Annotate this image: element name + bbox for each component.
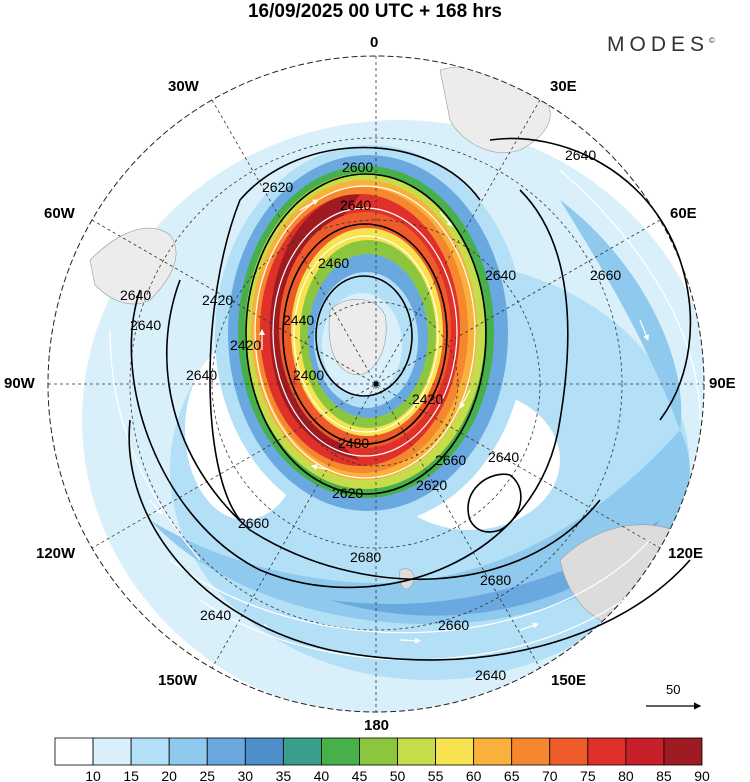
longitude-label-120w: 120W: [36, 545, 76, 562]
height-contours: [128, 137, 692, 661]
modes-logo: MODES©: [607, 33, 715, 57]
colorbar-swatch: [473, 737, 513, 766]
brand-text: MODES: [607, 33, 710, 56]
contour-label: 2620: [332, 485, 363, 501]
colorbar-label: 85: [656, 768, 672, 782]
longitude-label-30w: 30W: [168, 78, 199, 95]
colorbar-swatch: [244, 737, 284, 766]
longitude-label-90w: 90W: [4, 375, 35, 392]
chart-title: 16/09/2025 00 UTC + 168 hrs: [247, 1, 503, 22]
south-america-landmass: [89, 227, 177, 305]
colorbar-swatch: [206, 737, 246, 766]
contour-label: 2400: [293, 367, 324, 383]
jet-core-west: [270, 194, 360, 461]
colorbar-label: 25: [199, 768, 215, 782]
longitude-label-30e: 30E: [550, 78, 577, 95]
colorbar-swatch: [397, 737, 436, 766]
antarctica-landmass: [328, 299, 387, 376]
contour-label: 2660: [590, 267, 621, 283]
contour-label-group: 2640 2600 2620 2640 2460 2440 2420 2400 …: [120, 147, 621, 683]
longitude-label-150e: 150E: [551, 672, 587, 689]
colorbar-label: 75: [580, 768, 596, 782]
map-boundary: [47, 55, 705, 713]
longitude-label-180: 180: [364, 717, 390, 734]
colorbar-label: 20: [161, 768, 177, 782]
colorbar-swatch: [282, 737, 322, 766]
colorbar-label: 80: [618, 768, 634, 782]
longitude-label-150w: 150W: [158, 672, 198, 689]
contour-label: 2640: [200, 607, 231, 623]
longitude-label-60e: 60E: [670, 205, 697, 222]
longitude-label-90e: 90E: [709, 375, 736, 392]
contour-label: 2620: [262, 179, 293, 195]
colorbar-swatch: [435, 737, 475, 766]
contour-label: 2640: [475, 667, 506, 683]
colorbar-swatch: [359, 737, 398, 766]
contour-label: 2600: [342, 159, 373, 175]
colorbar-label: 30: [238, 768, 254, 782]
colorbar-swatches: [54, 737, 703, 766]
contour-label: 2420: [202, 292, 233, 308]
colorbar-label: 45: [352, 768, 368, 782]
colorbar-label: 65: [504, 768, 520, 782]
colorbar-label: 90: [694, 768, 710, 782]
contour-label: 2640: [120, 287, 151, 303]
contour-label: 2440: [283, 312, 314, 328]
longitude-label-0: 0: [370, 34, 379, 51]
contour-label: 2420: [230, 337, 261, 353]
colorbar-swatch: [511, 737, 551, 766]
colorbar-swatch: [663, 737, 703, 766]
contour-label: 2640: [565, 147, 596, 163]
contour-label: 2680: [480, 572, 511, 588]
contour-label: 2620: [416, 477, 447, 493]
south-pole-marker: [373, 381, 379, 387]
colorbar-label: 10: [85, 768, 101, 782]
copyright-mark: ©: [709, 36, 715, 45]
colorbar-swatch: [625, 737, 665, 766]
colorbar-swatch: [54, 737, 94, 766]
colorbar-swatch: [587, 737, 627, 766]
contour-label: 2460: [318, 255, 349, 271]
colorbar-label: 50: [390, 768, 406, 782]
colorbar-label: 70: [542, 768, 558, 782]
contour-label: 2640: [340, 197, 371, 213]
contour-label: 2660: [238, 515, 269, 531]
contour-label: 2640: [488, 449, 519, 465]
colorbar-swatch: [168, 737, 208, 766]
colorbar-swatch: [549, 737, 589, 766]
longitude-label-60w: 60W: [44, 205, 75, 222]
colorbar-label: 60: [466, 768, 482, 782]
colorbar-swatch: [321, 737, 360, 766]
contour-label: 2640: [130, 317, 161, 333]
contour-label: 2640: [485, 267, 516, 283]
colorbar-labels: 10 15 20 25 30 35 40 45 50 55 60 65 70 75 80 85 90: [85, 768, 710, 782]
contour-label: 2660: [435, 452, 466, 468]
longitude-label-120e: 120E: [668, 545, 704, 562]
colorbar-swatch: [92, 737, 132, 766]
contour-label: 2680: [350, 549, 381, 565]
contour-label: 2660: [438, 617, 469, 633]
colorbar-label: 40: [314, 768, 330, 782]
colorbar-swatch: [130, 737, 170, 766]
reference-vector-label: 50: [666, 682, 680, 697]
colorbar-label: 15: [123, 768, 139, 782]
colorbar-label: 35: [276, 768, 292, 782]
contour-label: 2640: [186, 367, 217, 383]
contour-label: 2420: [412, 391, 443, 407]
contour-label: 2480: [338, 435, 369, 451]
colorbar-label: 55: [428, 768, 444, 782]
